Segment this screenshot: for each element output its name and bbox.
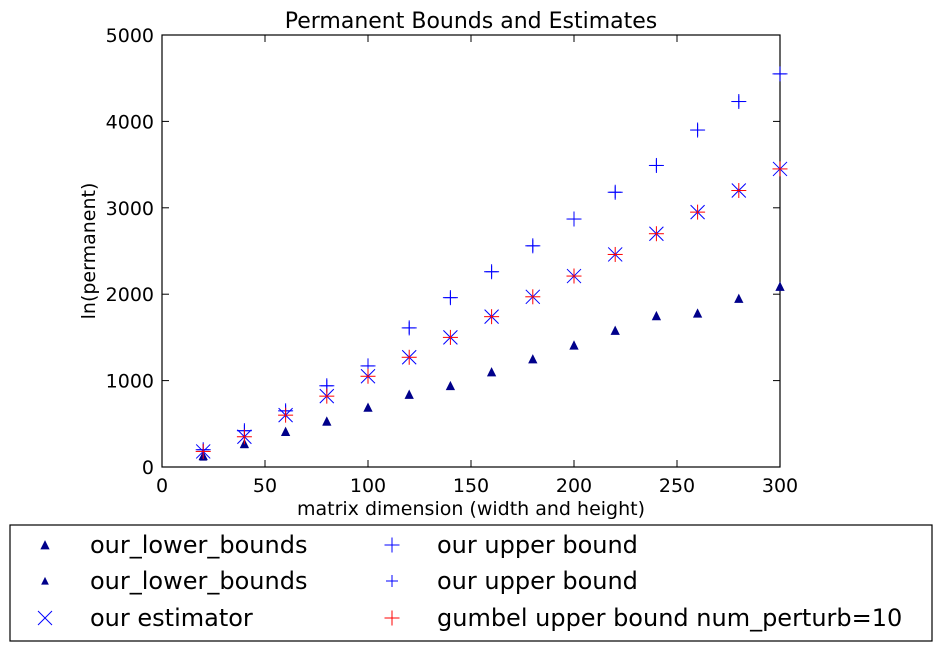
data-point bbox=[401, 349, 417, 365]
legend-marker bbox=[386, 575, 398, 587]
data-point bbox=[278, 407, 294, 423]
data-point bbox=[568, 213, 580, 226]
legend-marker bbox=[37, 610, 53, 626]
data-point bbox=[403, 321, 416, 334]
plot-frame bbox=[161, 34, 781, 468]
data-point bbox=[526, 239, 539, 252]
x-tick-label: 50 bbox=[253, 475, 277, 497]
data-point bbox=[774, 67, 786, 80]
data-point bbox=[236, 429, 252, 445]
legend-item: our upper bound bbox=[386, 567, 638, 595]
data-point bbox=[690, 204, 706, 220]
data-point bbox=[195, 443, 211, 459]
data-point bbox=[484, 309, 500, 325]
legend-marker bbox=[384, 537, 400, 553]
data-point bbox=[442, 329, 458, 345]
legend-marker bbox=[41, 576, 49, 585]
data-point bbox=[485, 265, 498, 278]
y-tick-label: 5000 bbox=[106, 25, 154, 47]
series-3 bbox=[195, 66, 788, 458]
data-point bbox=[322, 417, 331, 426]
data-point bbox=[528, 355, 537, 364]
data-point bbox=[281, 428, 290, 437]
data-point bbox=[570, 341, 578, 350]
data-point bbox=[405, 390, 414, 399]
y-tick-label: 2000 bbox=[106, 284, 154, 306]
data-point bbox=[691, 124, 704, 137]
legend-label: gumbel upper bound num_perturb=10 bbox=[437, 604, 902, 632]
x-tick-label: 250 bbox=[659, 475, 695, 497]
legend-item: our_lower_bounds bbox=[41, 567, 307, 595]
data-point bbox=[609, 186, 622, 199]
y-axis-label: ln(permanent) bbox=[78, 183, 100, 320]
data-point bbox=[525, 289, 541, 305]
series-5 bbox=[195, 161, 788, 459]
data-point bbox=[611, 326, 620, 335]
data-point bbox=[648, 226, 664, 242]
data-point bbox=[734, 294, 743, 303]
data-point bbox=[652, 312, 661, 320]
data-point bbox=[319, 388, 335, 404]
x-tick-label: 200 bbox=[556, 475, 592, 497]
legend-marker bbox=[384, 610, 400, 626]
data-point bbox=[240, 440, 249, 449]
legend-label: our upper bound bbox=[437, 567, 638, 595]
legend-item: our upper bound bbox=[384, 531, 638, 559]
data-point bbox=[566, 268, 582, 284]
data-point bbox=[731, 183, 747, 199]
legend-label: our_lower_bounds bbox=[90, 567, 307, 595]
chart-title: Permanent Bounds and Estimates bbox=[285, 9, 658, 34]
data-point bbox=[444, 291, 457, 304]
legend-marker bbox=[40, 540, 50, 550]
data-point bbox=[772, 161, 788, 177]
legend-item: our_lower_bounds bbox=[40, 531, 307, 559]
legend-label: our_lower_bounds bbox=[90, 531, 307, 559]
data-point bbox=[364, 403, 372, 412]
data-point bbox=[732, 95, 745, 108]
legend-item: gumbel upper bound num_perturb=10 bbox=[384, 604, 902, 632]
y-tick-label: 0 bbox=[142, 457, 154, 479]
legend-label: our upper bound bbox=[437, 531, 638, 559]
x-tick-label: 0 bbox=[156, 475, 168, 497]
x-tick-label: 300 bbox=[762, 475, 798, 497]
x-tick-label: 100 bbox=[350, 475, 386, 497]
series-4 bbox=[197, 67, 786, 456]
y-tick-label: 1000 bbox=[106, 371, 154, 393]
data-point bbox=[776, 282, 784, 291]
data-point bbox=[693, 309, 702, 318]
legend-frame bbox=[9, 524, 933, 642]
y-tick-label: 4000 bbox=[106, 111, 154, 133]
y-tick-label: 3000 bbox=[106, 198, 154, 220]
data-marks bbox=[195, 66, 788, 461]
x-axis-label: matrix dimension (width and height) bbox=[297, 498, 645, 520]
data-point bbox=[650, 159, 663, 172]
data-point bbox=[360, 368, 376, 384]
x-tick-label: 150 bbox=[453, 475, 489, 497]
data-point bbox=[487, 368, 496, 376]
legend-label: our estimator bbox=[90, 604, 253, 632]
data-point bbox=[607, 246, 623, 262]
legend-item: our estimator bbox=[37, 604, 253, 632]
data-point bbox=[446, 382, 455, 390]
